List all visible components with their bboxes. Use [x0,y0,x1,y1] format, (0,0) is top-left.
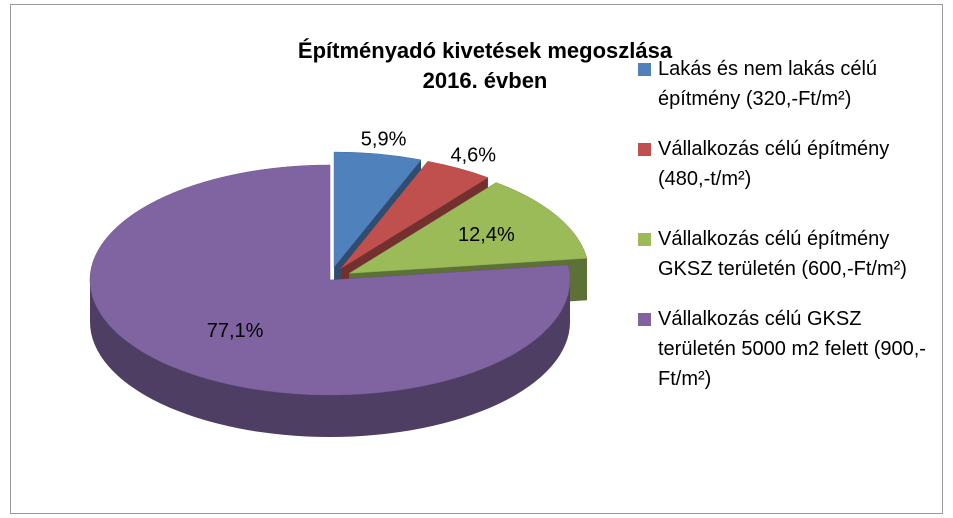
chart-frame [10,4,943,514]
legend-swatch [638,313,651,326]
legend-entry: Vállalkozás célú építmény GKSZ területén… [636,224,936,284]
data-label: 12,4% [458,224,515,246]
pie-top [340,161,489,269]
data-label: 77,1% [207,320,264,342]
pie-top [333,151,422,268]
legend-label: Lakás és nem lakás célú építmény (320,-F… [658,58,878,110]
pie-top [348,182,588,274]
legend: Lakás és nem lakás célú építmény (320,-F… [636,54,936,394]
legend-swatch [638,63,651,76]
data-label: 4,6% [450,145,496,167]
legend-swatch [638,143,651,156]
data-label: 5,9% [361,129,407,151]
pie-side [90,280,570,437]
pie-slice [89,164,571,437]
legend-entry: Lakás és nem lakás célú építmény (320,-F… [636,54,936,114]
legend-swatch [638,233,651,246]
legend-label: Vállalkozás célú építmény (480,-t/m²) [658,138,890,190]
legend-entry: Vállalkozás célú GKSZ területén 5000 m2 … [636,304,936,394]
legend-entry: Vállalkozás célú építmény (480,-t/m²) [636,134,936,194]
chart-title: Építményadó kivetések megoszlása 2016. é… [297,38,673,93]
pie-top [89,164,571,396]
legend-label: Vállalkozás célú GKSZ területén 5000 m2 … [658,308,926,390]
legend-label: Vállalkozás célú építmény GKSZ területén… [658,228,907,280]
